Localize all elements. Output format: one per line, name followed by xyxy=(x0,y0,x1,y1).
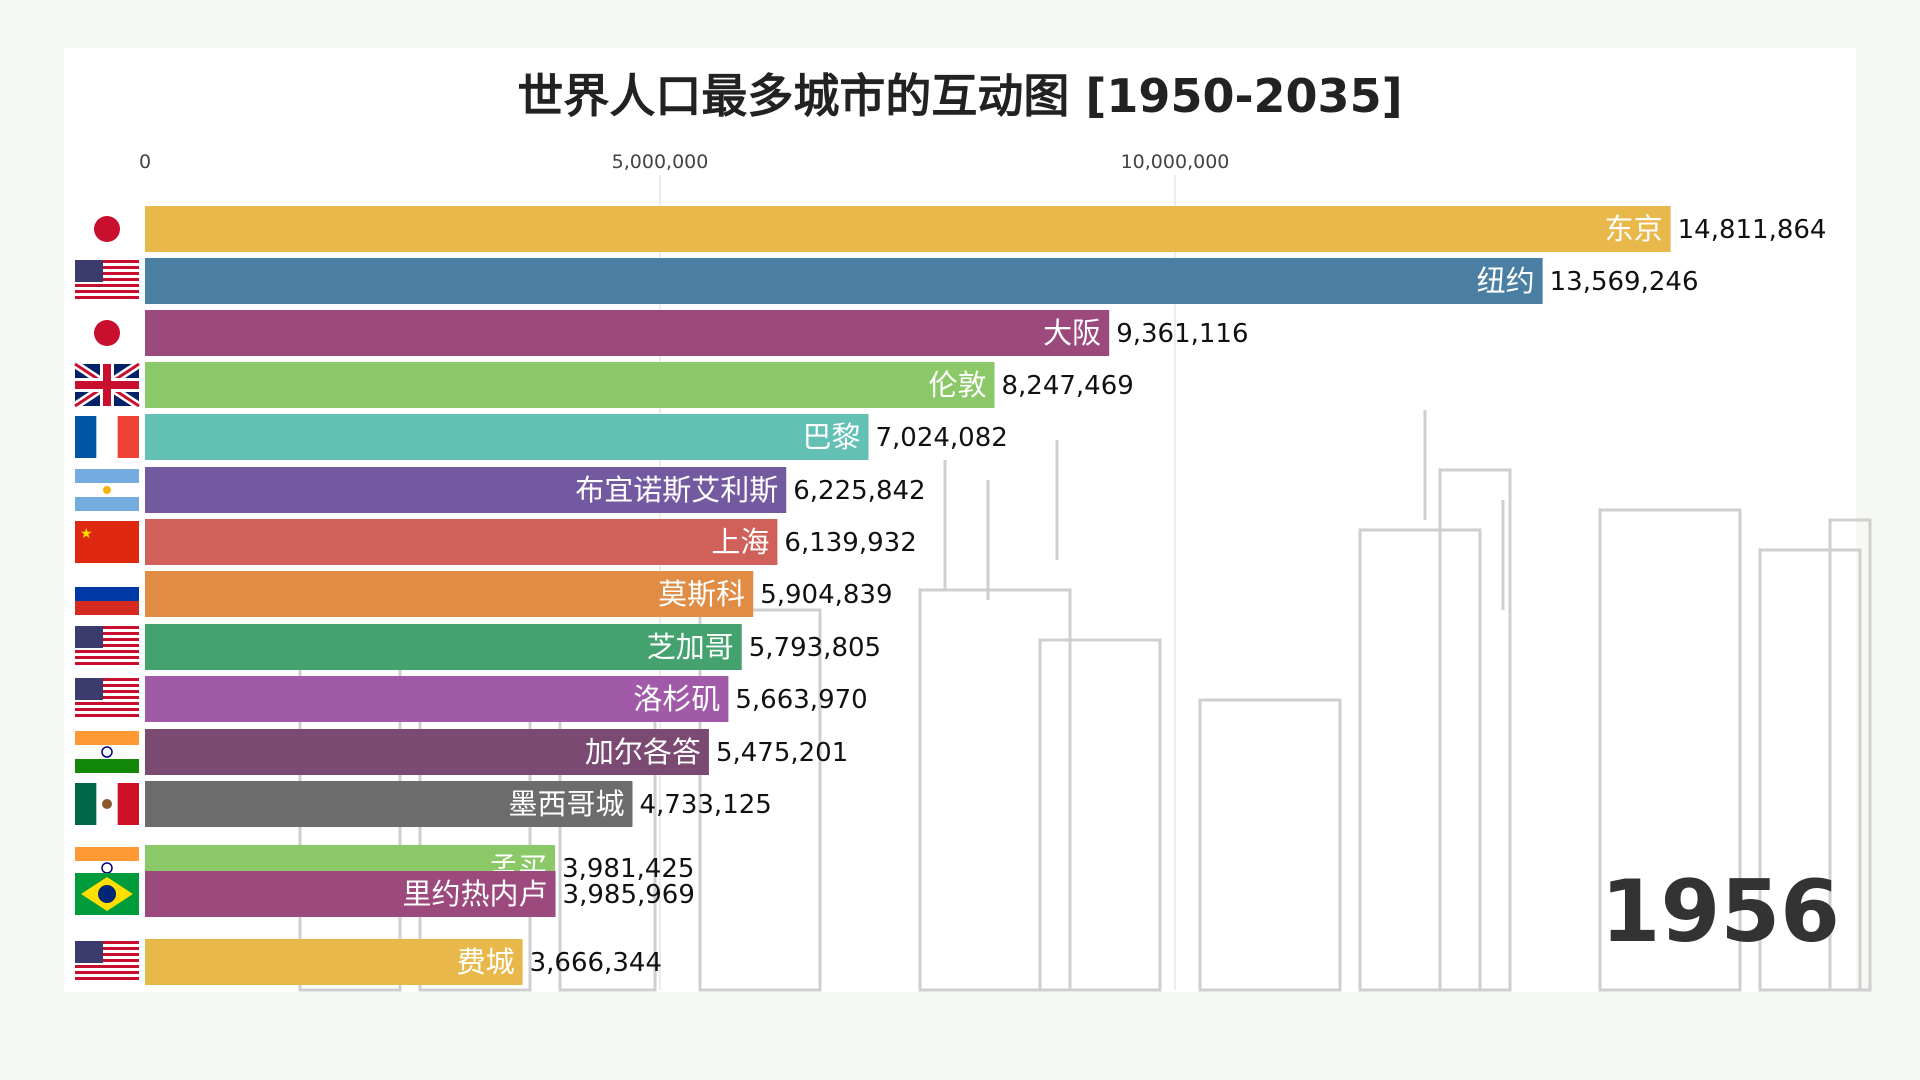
chart-title: 世界人口最多城市的互动图 [1950-2035] xyxy=(517,69,1403,123)
bar xyxy=(145,519,778,565)
bar xyxy=(145,624,742,670)
usa-flag xyxy=(75,941,139,980)
bar xyxy=(145,258,1543,304)
bar-value-label: 3,666,344 xyxy=(530,948,662,978)
bar-value-label: 3,981,425 xyxy=(562,854,694,884)
bar-city-label: 洛杉矶 xyxy=(633,682,720,716)
bar-value-label: 5,904,839 xyxy=(760,580,892,610)
argentina-flag xyxy=(75,469,139,511)
svg-text:★: ★ xyxy=(80,526,93,542)
japan-flag xyxy=(94,216,120,242)
bar-city-label: 大阪 xyxy=(1043,316,1101,350)
bar-value-label: 7,024,082 xyxy=(875,423,1007,453)
bar-value-label: 5,475,201 xyxy=(716,738,848,768)
bar-value-label: 14,811,864 xyxy=(1678,215,1827,245)
bar xyxy=(145,362,995,408)
bar-city-label: 布宜诺斯艾利斯 xyxy=(575,473,778,507)
x-tick-label: 0 xyxy=(139,151,151,173)
bar-value-label: 5,663,970 xyxy=(735,685,867,715)
russia-flag xyxy=(75,587,139,615)
bar-value-label: 5,793,805 xyxy=(749,633,881,663)
bar-value-label: 6,139,932 xyxy=(784,528,916,558)
brazil-flag xyxy=(75,873,139,915)
bar-city-label: 加尔各答 xyxy=(585,735,701,769)
bar xyxy=(145,467,787,513)
bar xyxy=(145,414,869,460)
x-tick-label: 5,000,000 xyxy=(612,151,709,173)
bar xyxy=(145,939,523,985)
bar-city-label: 费城 xyxy=(457,945,515,979)
bar-value-label: 9,361,116 xyxy=(1116,319,1248,349)
bar-city-label: 墨西哥城 xyxy=(508,787,624,821)
bar xyxy=(145,571,754,617)
bar xyxy=(145,310,1110,356)
japan-flag xyxy=(94,320,120,346)
bar-value-label: 8,247,469 xyxy=(1001,371,1133,401)
bar xyxy=(145,781,633,827)
bar-city-label: 巴黎 xyxy=(802,420,860,454)
bar-value-label: 4,733,125 xyxy=(640,790,772,820)
bar-city-label: 上海 xyxy=(711,525,769,559)
bar-value-label: 13,569,246 xyxy=(1550,267,1699,297)
bar-city-label: 里约热内卢 xyxy=(403,877,548,911)
france-flag xyxy=(75,416,139,458)
mexico-flag xyxy=(75,783,139,825)
bar-value-label: 3,985,969 xyxy=(563,880,695,910)
bar xyxy=(145,729,709,775)
usa-flag xyxy=(75,678,139,717)
uk-flag xyxy=(72,360,142,410)
usa-flag xyxy=(75,626,139,665)
bar xyxy=(145,676,729,722)
bar-city-label: 芝加哥 xyxy=(647,630,734,664)
usa-flag xyxy=(75,260,139,299)
x-tick-label: 10,000,000 xyxy=(1121,151,1230,173)
bar-city-label: 伦敦 xyxy=(928,368,986,402)
bar xyxy=(145,206,1671,252)
china-flag: ★ xyxy=(75,521,139,563)
bar-city-label: 纽约 xyxy=(1477,264,1535,298)
city-skyline-background xyxy=(298,410,1872,992)
bar-city-label: 莫斯科 xyxy=(658,577,745,611)
bar-value-label: 6,225,842 xyxy=(793,476,925,506)
india-flag xyxy=(75,731,139,773)
year-label: 1956 xyxy=(1600,862,1840,962)
bar-city-label: 东京 xyxy=(1605,212,1663,246)
bar xyxy=(145,871,556,917)
